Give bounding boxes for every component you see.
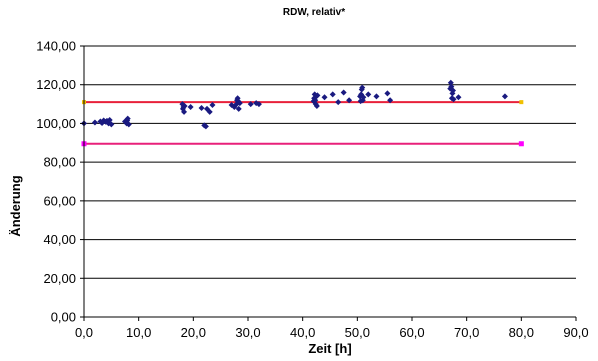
- x-tick-label-2: 20,0: [181, 325, 206, 340]
- y-tick-label-2: 40,00: [43, 232, 76, 247]
- data-point-33: [235, 105, 242, 112]
- data-point-21: [198, 104, 205, 111]
- y-tick-label-0: 0,00: [51, 310, 76, 325]
- data-point-57: [360, 94, 367, 101]
- data-point-46: [321, 94, 328, 101]
- y-tick-label-5: 100,00: [36, 116, 76, 131]
- data-point-70: [501, 93, 508, 100]
- data-point-61: [387, 97, 394, 104]
- data-point-68: [450, 96, 457, 103]
- y-tick-label-7: 140,00: [36, 39, 76, 54]
- lower-limit-marker-1: [518, 141, 524, 147]
- axes: [80, 45, 577, 321]
- data-point-55: [359, 84, 366, 91]
- data-point-60: [384, 90, 391, 97]
- data-point-50: [346, 97, 353, 104]
- y-tick-label-4: 80,00: [43, 155, 76, 170]
- data-point-47: [329, 91, 336, 98]
- data-point-23: [202, 123, 209, 130]
- gridlines: [84, 45, 576, 279]
- x-tick-label-1: 10,0: [126, 325, 151, 340]
- x-tick-label-5: 50,0: [345, 325, 370, 340]
- upper-limit-marker-1: [519, 100, 524, 105]
- y-tick-label-1: 20,00: [43, 271, 76, 286]
- x-axis-title: Zeit [h]: [308, 341, 351, 356]
- data-point-19: [181, 103, 188, 110]
- data-point-35: [247, 101, 254, 108]
- data-point-26: [209, 102, 216, 109]
- data-point-49: [340, 89, 347, 96]
- data-point-25: [206, 108, 213, 115]
- y-tick-label-3: 60,00: [43, 193, 76, 208]
- data-point-69: [455, 94, 462, 101]
- x-tick-labels: 0,0 10,0 20,0 30,0 40,0 50,0 60,0 70,0 80,0 90,0: [75, 325, 589, 340]
- data-point-67: [450, 87, 456, 94]
- data-point-20: [187, 103, 194, 110]
- chart-title: RDW, relativ*: [283, 7, 345, 18]
- data-point-8: [106, 116, 113, 123]
- data-point-37: [255, 101, 262, 108]
- data-point-9: [108, 121, 115, 128]
- x-tick-label-0: 0,0: [75, 325, 93, 340]
- x-tick-label-8: 80,0: [509, 325, 534, 340]
- x-tick-label-7: 70,0: [454, 325, 479, 340]
- data-point-45: [314, 92, 321, 99]
- data-point-63: [447, 79, 454, 86]
- x-tick-label-4: 40,0: [290, 325, 315, 340]
- data-point-14: [124, 117, 131, 124]
- x-tick-label-3: 30,0: [235, 325, 260, 340]
- data-point-44: [313, 103, 320, 110]
- x-tick-label-6: 60,0: [399, 325, 424, 340]
- data-points: [81, 79, 508, 130]
- y-tick-label-6: 120,00: [36, 77, 76, 92]
- data-point-48: [335, 99, 342, 106]
- y-tick-labels: 0,00 20,00 40,00 60,00 80,00 100,00 120,00 140,…: [36, 39, 76, 325]
- y-axis-title: Änderung: [8, 175, 23, 236]
- data-point-59: [373, 93, 380, 100]
- data-point-34: [236, 100, 243, 107]
- data-point-58: [365, 91, 372, 98]
- data-point-1: [91, 119, 98, 126]
- x-tick-label-9: 90,0: [563, 325, 588, 340]
